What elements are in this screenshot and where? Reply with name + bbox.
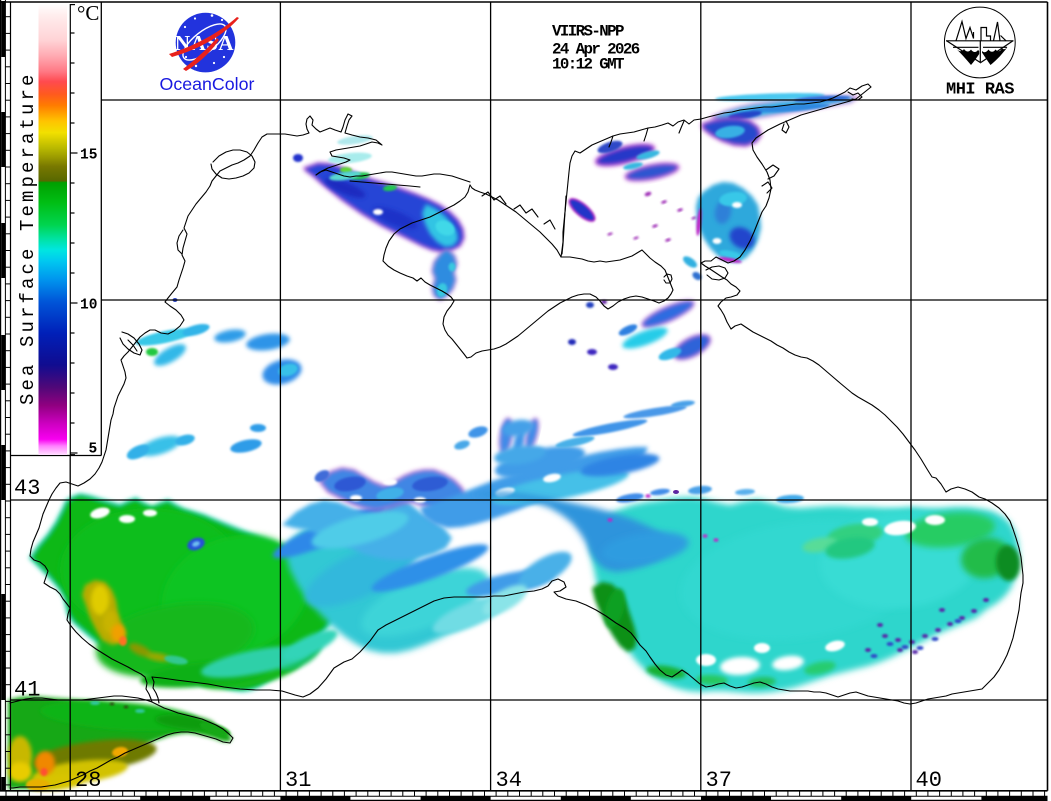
svg-text:24 Apr 2026: 24 Apr 2026 xyxy=(552,41,640,59)
svg-text:5: 5 xyxy=(89,442,98,458)
svg-text:10:12 GMT: 10:12 GMT xyxy=(552,56,625,74)
svg-text:34: 34 xyxy=(496,768,522,793)
svg-text:41: 41 xyxy=(14,678,40,703)
svg-text:OceanColor: OceanColor xyxy=(160,74,255,94)
svg-text:37: 37 xyxy=(706,768,732,793)
svg-text:28: 28 xyxy=(75,768,101,793)
svg-text:MHI RAS: MHI RAS xyxy=(946,81,1014,100)
svg-text:°C: °C xyxy=(77,1,99,25)
svg-text:10: 10 xyxy=(80,298,97,314)
svg-text:31: 31 xyxy=(285,768,311,793)
svg-text:43: 43 xyxy=(14,476,40,501)
svg-text:15: 15 xyxy=(80,148,97,164)
svg-text:40: 40 xyxy=(916,768,942,793)
svg-text:Sea Surface Temperature: Sea Surface Temperature xyxy=(17,71,39,405)
svg-text:VIIRS-NPP: VIIRS-NPP xyxy=(552,23,624,41)
